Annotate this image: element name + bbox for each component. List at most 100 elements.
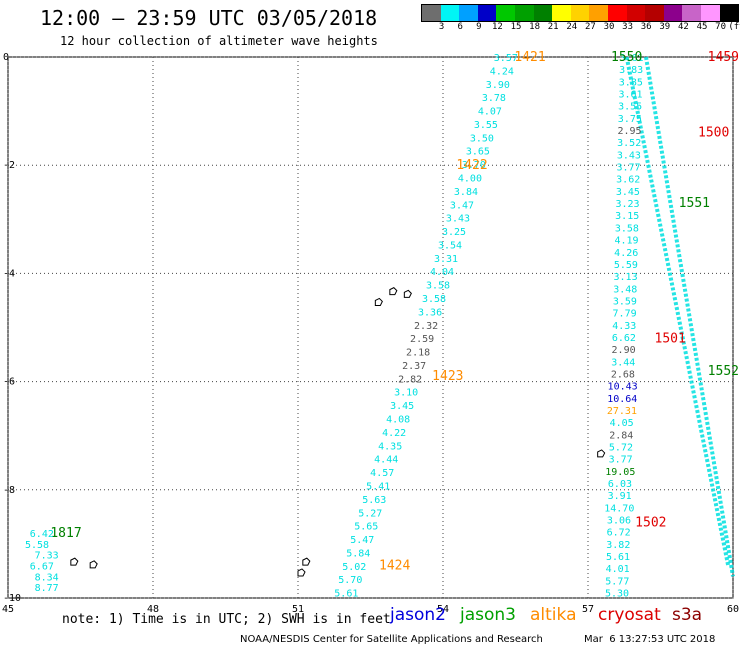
swh-value: 6.72: [607, 528, 631, 539]
footer-credit: NOAA/NESDIS Center for Satellite Applica…: [240, 634, 543, 645]
pass-time-label: 1550: [611, 50, 642, 65]
legend-item-jason3: jason3: [460, 605, 516, 625]
scale-label: 45: [696, 22, 708, 32]
island-outline: [297, 568, 306, 577]
swh-value: 3.48: [613, 284, 637, 295]
swh-value: 5.63: [362, 495, 386, 506]
color-scale-bar: [421, 4, 740, 22]
scale-label: 33: [622, 22, 634, 32]
legend-item-altika: altika: [530, 605, 577, 625]
scale-label: 15: [510, 22, 522, 32]
swh-value: 4.44: [374, 455, 398, 466]
scale-label: 70: [715, 22, 727, 32]
pass-time-label: 1552: [708, 364, 739, 379]
swh-value: 3.65: [466, 147, 490, 158]
island-outline: [89, 560, 98, 569]
scale-label: 21: [547, 22, 559, 32]
scale-label: 3: [438, 22, 445, 32]
swh-value: 4.19: [615, 236, 639, 247]
footnote: note: 1) Time is in UTC; 2) SWH is in fe…: [62, 612, 391, 627]
island-outline: [403, 289, 412, 298]
scale-swatch: [514, 5, 534, 21]
swh-value: 3.15: [615, 211, 639, 222]
swh-value: 4.08: [386, 415, 410, 426]
swh-value: 3.13: [614, 272, 638, 283]
pass-time-label: 1423: [432, 369, 463, 384]
swh-value: 10.43: [608, 382, 638, 393]
scale-swatch: [459, 5, 478, 21]
swh-value: 3.55: [474, 120, 498, 131]
swh-value: 3.50: [470, 133, 494, 144]
scale-label: 9: [476, 22, 482, 32]
swh-value: 19.05: [605, 467, 635, 478]
legend-item-jason2: jason2: [390, 605, 446, 625]
swh-value: 3.36: [418, 307, 442, 318]
swh-value: 3.85: [619, 77, 643, 88]
swh-value: 2.90: [612, 345, 636, 356]
scale-swatch: [440, 5, 460, 21]
scale-swatch: [719, 5, 739, 21]
swh-value: 4.35: [378, 441, 402, 452]
x-tick-label: 45: [2, 604, 14, 615]
swh-value: 5.30: [605, 589, 629, 600]
swh-value: 3.59: [613, 296, 637, 307]
x-tick-label: 60: [727, 604, 739, 615]
swh-value: 4.07: [478, 107, 502, 118]
swh-value: 3.61: [618, 90, 642, 101]
swh-value: 5.47: [350, 535, 374, 546]
swh-value: 4.26: [614, 248, 638, 259]
swh-value: 8.34: [35, 572, 59, 583]
swh-value: 6.03: [608, 479, 632, 490]
swh-value: 3.62: [616, 175, 640, 186]
swh-value: 3.83: [619, 65, 643, 76]
swh-value: 3.31: [434, 254, 458, 265]
swh-value: 5.65: [354, 522, 378, 533]
swh-value: 4.57: [370, 468, 394, 479]
island-outline: [374, 297, 383, 306]
swh-value: 2.32: [414, 321, 438, 332]
swh-value: 3.78: [482, 93, 506, 104]
swh-value: 3.10: [394, 388, 418, 399]
pass-time-label: 1817: [50, 526, 81, 541]
swh-value: 4.24: [490, 66, 514, 77]
pass-time-label: 1502: [635, 515, 666, 530]
swh-value: 3.52: [617, 138, 641, 149]
pass-time-label: 1500: [698, 126, 729, 141]
swh-value: 4.33: [612, 321, 636, 332]
swh-value: 3.58: [615, 223, 639, 234]
swh-value: 6.42: [30, 529, 54, 540]
island-outline: [389, 287, 398, 296]
y-tick-label: -4: [3, 268, 15, 279]
map-frame: [7, 56, 734, 599]
swh-value: 2.18: [406, 348, 430, 359]
swh-value: 3.77: [609, 455, 633, 466]
swh-value: 5.70: [338, 575, 362, 586]
y-tick-label: 0: [3, 52, 9, 63]
page-subtitle: 12 hour collection of altimeter wave hei…: [60, 34, 378, 48]
swh-value: 3.90: [486, 80, 510, 91]
island-outline: [70, 557, 79, 566]
swh-value: 3.43: [446, 214, 470, 225]
scale-swatch: [700, 5, 720, 21]
swh-value: 4.22: [382, 428, 406, 439]
x-tick-label: 51: [292, 604, 304, 615]
footer-timestamp: Mar 6 13:27:53 UTC 2018: [584, 634, 716, 645]
swh-value: 2.59: [410, 334, 434, 345]
swh-value: 3.58: [426, 281, 450, 292]
scale-swatch: [533, 5, 553, 21]
swh-value: 3.23: [615, 199, 639, 210]
scale-swatch: [645, 5, 664, 21]
swh-value: 3.55: [618, 102, 642, 113]
swh-value: 5.27: [358, 508, 382, 519]
swh-value: 5.61: [606, 552, 630, 563]
swh-value: 6.67: [30, 562, 54, 573]
y-tick-label: -8: [3, 485, 15, 496]
swh-value: 3.45: [616, 187, 640, 198]
scale-swatch: [589, 5, 608, 21]
swh-value: 3.91: [608, 491, 632, 502]
swh-value: 2.84: [609, 430, 633, 441]
island-outline: [597, 449, 606, 458]
scale-label: 36: [640, 22, 652, 32]
